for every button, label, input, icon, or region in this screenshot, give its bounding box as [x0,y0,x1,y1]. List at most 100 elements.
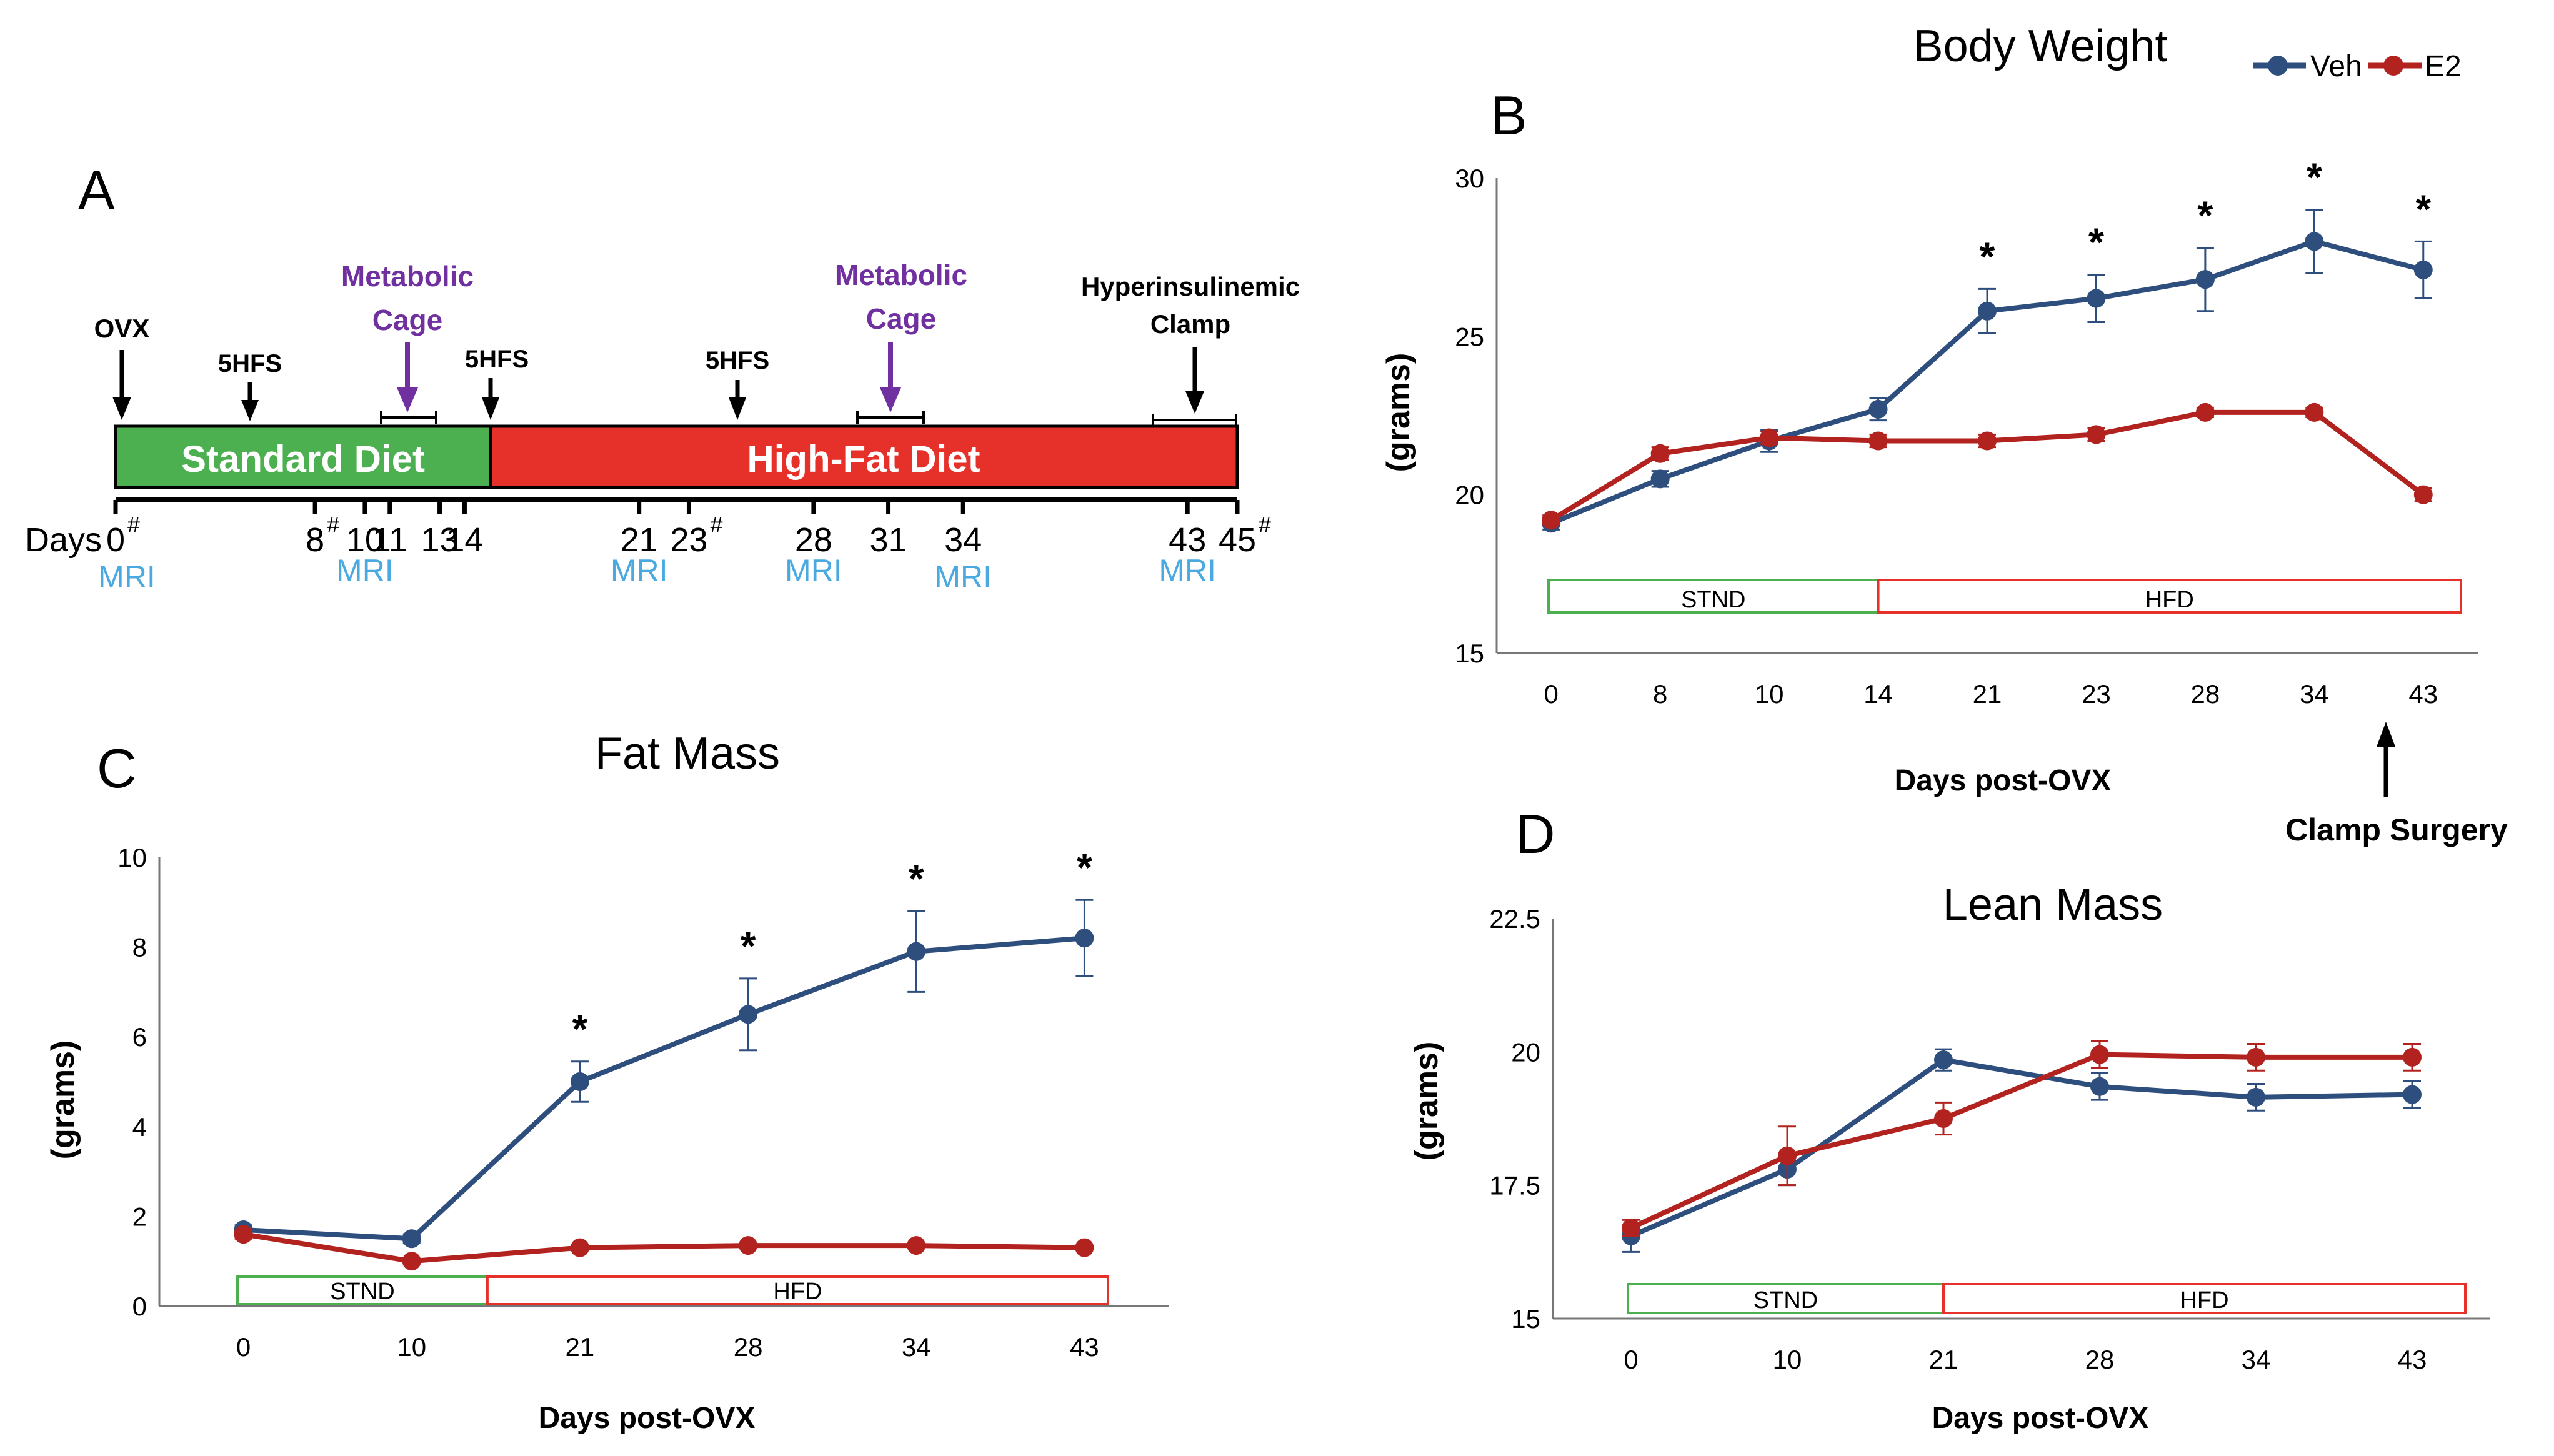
y-tick-label: 10 [117,843,147,872]
timeline-day-10: 10 [346,521,384,559]
clamp-label-line1: Hyperinsulinemic [1081,272,1300,301]
clamp-surgery-arrow-icon [2377,722,2395,747]
y-tick-label: 25 [1455,322,1484,351]
timeline-day-mark-45: # [1259,512,1271,537]
panel-c-title: Fat Mass [595,729,780,779]
timeline-day-13: 13 [421,521,459,559]
significance-star: * [2307,155,2322,200]
panel-c-xlabel: Days post-OVX [539,1402,756,1435]
timeline-day-0: 0 [106,521,125,559]
timeline-day-mark-23: # [710,512,722,537]
timeline-day-mark-8: # [327,512,339,537]
significance-star: * [741,924,756,969]
data-point-veh [907,942,926,961]
clamp-surgery-annotation: Clamp Surgery [2285,722,2508,847]
data-point-veh [570,1072,589,1091]
x-tick-label: 23 [2082,679,2111,709]
data-point-e2 [234,1225,253,1244]
x-tick-label: 28 [2191,679,2220,709]
metabolic1-arrow-icon [397,387,418,412]
timeline-day-28: 28 [795,521,832,559]
clamp-event: Hyperinsulinemic Clamp [1081,272,1300,426]
legend-veh-marker [2268,56,2288,76]
y-tick-label: 30 [1455,164,1484,193]
timeline-day-21: 21 [621,521,658,559]
diet-bar-label-stnd: STND [1681,587,1745,613]
y-tick-label: 2 [132,1202,147,1231]
data-point-e2 [1978,431,1997,451]
significance-star: * [572,1007,587,1052]
timeline-day-34: 34 [944,521,982,559]
x-tick-label: 10 [1773,1345,1802,1374]
data-point-veh [402,1229,421,1249]
panel-c-fat-mass: C Fat Mass (grams) Days post-OVX 0 2 4 6 8 10… [45,729,1169,1435]
diet-bar-stnd [1547,579,1880,614]
timeline-day-43: 43 [1169,521,1206,559]
timeline-mri-label: MRI [785,553,842,588]
panel-d-label: D [1515,803,1555,865]
diet-bar-label-stnd: STND [1753,1287,1818,1314]
x-tick-label: 14 [1863,679,1893,709]
timeline-mri-labels: MRI MRI MRI MRI MRI MRI [98,553,1216,594]
metabolic2-event: Metabolic Cage [835,259,967,424]
panel-d-ylabel: (grams) [1409,1042,1445,1161]
data-point-e2 [907,1236,926,1255]
hfs2-arrow-icon [482,397,499,420]
panel-d-title: Lean Mass [1943,880,2163,930]
data-point-e2 [2247,1047,2265,1067]
diet-bar-hfd [1877,579,2463,614]
y-tick-label: 20 [1455,481,1484,510]
timeline-ticks [113,500,1240,514]
x-tick-label: 10 [397,1332,426,1362]
timeline-day-31: 31 [870,521,907,559]
y-tick-label: 15 [1455,639,1484,668]
hfs3-event: 5HFS [706,347,769,420]
hfs1-event: 5HFS [218,350,282,421]
metabolic1-label-line1: Metabolic [341,260,474,292]
data-point-veh [2247,1087,2265,1107]
hfs1-label: 5HFS [218,350,282,377]
significance-star: * [1980,234,1995,279]
x-tick-label: 34 [2242,1345,2271,1374]
y-tick-label: 8 [132,933,147,962]
series-line-veh [1630,1057,2413,1239]
significance-star: * [2088,220,2104,265]
timeline-mri-label: MRI [98,559,156,594]
y-tick-label: 20 [1511,1037,1540,1067]
x-tick-label: 0 [1624,1345,1638,1374]
significance-star: * [2197,192,2213,237]
legend-e2-marker [2383,56,2403,76]
data-point-e2 [1542,511,1561,530]
series-line-e2 [242,1232,1085,1264]
legend-veh-label: Veh [2310,50,2362,83]
x-tick-label: 0 [1544,679,1559,709]
data-point-veh [1868,399,1888,419]
y-tick-label: 0 [132,1292,147,1321]
x-tick-label: 0 [236,1332,251,1362]
panel-c-label: C [97,737,137,799]
timeline-mri-label: MRI [611,553,668,588]
diet-bar-hfd [486,1275,1109,1305]
high-fat-diet-label: High-Fat Diet [747,438,980,480]
panel-a-timeline: A Standard Diet High-Fat Diet Days 0 #8 #1… [25,159,1300,594]
panel-d-xlabel: Days post-OVX [1932,1402,2149,1435]
hfs3-label: 5HFS [706,347,769,374]
hfs2-event: 5HFS [465,346,529,420]
timeline-mri-label: MRI [336,553,394,588]
x-tick-label: 34 [2300,679,2329,709]
y-tick-label: 17.5 [1489,1171,1540,1200]
diet-bar-stnd [236,1275,489,1305]
x-tick-label: 43 [2398,1345,2427,1374]
panel-d-lean-mass: D Lean Mass (grams) Days post-OVX 15 17.5… [1409,803,2490,1435]
series-line-veh [243,935,1085,1242]
x-tick-label: 10 [1755,679,1784,709]
x-tick-label: 43 [2408,679,2438,709]
series-line-e2 [1550,409,2425,522]
metabolic2-label-line2: Cage [866,302,936,335]
diet-bar-stnd [1627,1283,1945,1314]
data-point-e2 [739,1236,758,1255]
data-point-veh [1934,1050,1953,1070]
clamp-arrow-icon [1185,391,1204,414]
